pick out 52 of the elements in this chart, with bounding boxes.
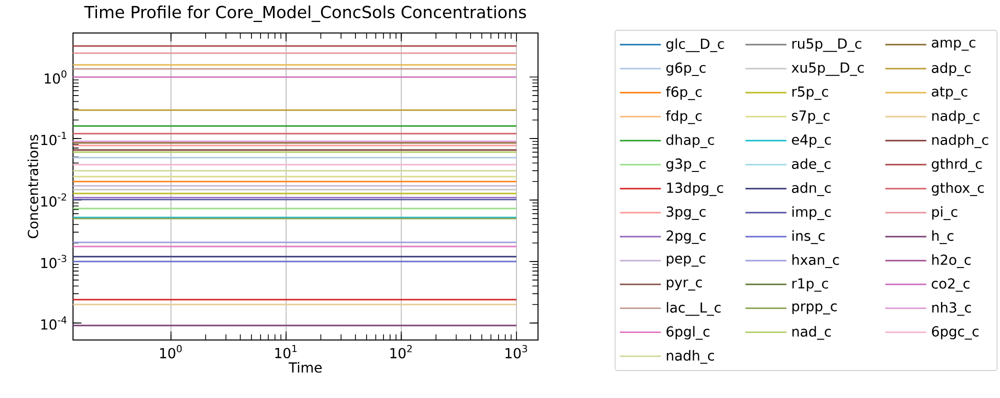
legend-label: 6pgc_c [932, 326, 979, 340]
legend-label: pyr_c [666, 280, 702, 291]
legend-label: 2pg_c [666, 230, 706, 244]
legend-label: h_c [932, 230, 954, 244]
legend-label: co2_c [932, 278, 970, 292]
legend-label: ins_c [792, 230, 825, 244]
legend-label: g6p_c [666, 62, 706, 76]
legend-label: hxan_c [792, 254, 839, 268]
legend-label: dhap_c [666, 134, 714, 148]
y-tick-label: 10$^{-1}$ [41, 132, 66, 146]
legend-label: nh3_c [932, 302, 971, 316]
legend-label: r5p_c [792, 86, 828, 100]
legend-label: pi_c [932, 206, 958, 220]
legend-label: prpp_c [792, 303, 837, 314]
legend-label: nadph_c [932, 134, 988, 148]
legend-label: adn_c [792, 182, 831, 196]
x-tick-label: 10$^{3}$ [506, 344, 528, 358]
y-tick-label: 10$^{-2}$ [41, 193, 66, 207]
chart-title: Time Profile for Core_Model_ConcSols Concentrations [84, 5, 526, 22]
legend-label: f6p_c [666, 86, 702, 100]
y-axis-title: Concentrations [28, 134, 38, 238]
legend-label: gthox_c [932, 182, 984, 196]
legend-label: lac__L_c [666, 302, 721, 316]
legend-label: ru5p__D_c [792, 38, 862, 52]
y-tick-label: 10$^{-4}$ [41, 316, 66, 330]
x-tick-label: 10$^{0}$ [160, 344, 182, 358]
legend-label: nadh_c [666, 350, 714, 364]
legend-label: r1p_c [792, 278, 828, 292]
legend-label: 6pgl_c [666, 326, 710, 340]
x-axis-title: Time [288, 362, 322, 373]
legend-label: e4p_c [792, 134, 831, 148]
legend-label: s7p_c [792, 110, 830, 124]
y-tick-label: 10$^{0}$ [44, 70, 66, 84]
legend-label: 3pg_c [666, 206, 706, 220]
x-tick-label: 10$^{1}$ [275, 344, 297, 358]
legend-label: g3p_c [666, 158, 706, 172]
legend-label: fdp_c [666, 110, 702, 124]
legend-label: 13dpg_c [667, 182, 724, 196]
legend-label: h2o_c [932, 254, 971, 268]
legend-label: glc__D_c [666, 38, 724, 52]
legend-label: ade_c [792, 158, 831, 172]
legend-label: xu5p__D_c [792, 62, 864, 76]
legend-label: adp_c [932, 62, 971, 76]
legend-label: nad_c [792, 326, 831, 340]
legend-label: nadp_c [932, 110, 980, 124]
legend-label: pep_c [666, 256, 706, 267]
x-tick-label: 10$^{2}$ [390, 344, 412, 358]
legend-label: imp_c [792, 206, 831, 220]
legend-label: atp_c [932, 86, 968, 100]
legend-label: gthrd_c [932, 158, 982, 172]
legend-label: amp_c [932, 40, 976, 51]
y-tick-label: 10$^{-3}$ [41, 254, 66, 268]
